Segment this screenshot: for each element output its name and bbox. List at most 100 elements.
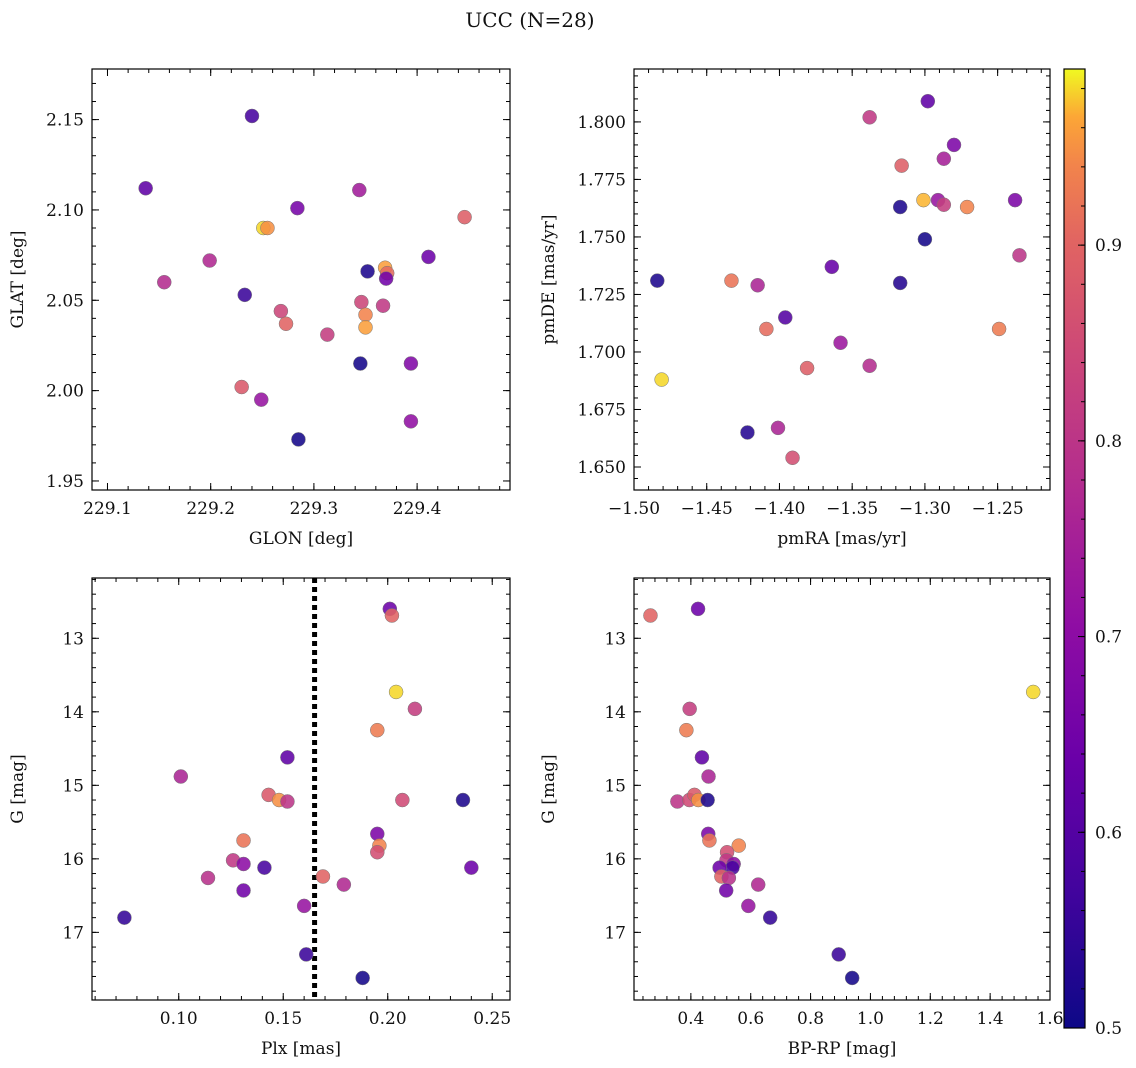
x-tick-label: 1.6 (1036, 1009, 1063, 1029)
scatter-point (353, 356, 368, 371)
scatter-point (679, 722, 694, 738)
colorbar: 0.5 0.6 0.7 0.8 0.9 (1063, 68, 1122, 1039)
scatter-point (759, 321, 774, 337)
scatter-point (358, 320, 373, 335)
scatter-point (936, 151, 952, 166)
scatter-point (236, 883, 251, 898)
y-tick-label: 2.00 (46, 382, 84, 402)
colorbar-tick-label: 0.9 (1095, 236, 1122, 256)
x-tick-label: 229.1 (83, 499, 132, 519)
colorbar-tick-label: 0.6 (1095, 823, 1122, 843)
y-tick-label: 1.750 (577, 228, 626, 248)
scatter-point (388, 684, 404, 700)
y-tick-label: 2.05 (46, 291, 84, 311)
x-tick-label: 0.15 (264, 1009, 302, 1029)
y-tick-label: 2.10 (46, 201, 84, 221)
y-tick-label: 1.700 (577, 343, 626, 363)
axes-frame (91, 68, 511, 491)
y-tick-label: 15 (62, 776, 84, 796)
scatter-point (296, 898, 312, 914)
scatter-point (824, 259, 840, 275)
x-tick-label: −1.35 (826, 499, 878, 519)
colorbar-frame (1063, 68, 1086, 1029)
scatter-point (694, 750, 710, 765)
scatter-point (355, 970, 370, 986)
scatter-point (298, 947, 314, 962)
scatter-point (721, 870, 737, 886)
colorbar-tick-label: 0.8 (1095, 432, 1122, 452)
scatter-point (916, 192, 931, 208)
scatter-point (457, 209, 472, 225)
x-axis-label: pmRA [mas/yr] (777, 529, 906, 549)
scatter-point (1007, 192, 1023, 208)
colorbar-tick-label: 0.7 (1095, 628, 1122, 648)
x-tick-label: −1.30 (899, 499, 951, 519)
scatter-point (290, 200, 305, 216)
colorbar-tick-label: 0.5 (1095, 1019, 1122, 1039)
scatter-point (395, 792, 410, 808)
scatter-point (403, 356, 419, 371)
scatter-point (464, 860, 479, 875)
y-tick-label: 2.15 (46, 111, 84, 131)
y-tick-label: 1.650 (577, 458, 626, 478)
y-tick-label: 15 (604, 776, 626, 796)
x-tick-label: 0.6 (737, 1009, 764, 1029)
axes-frame (91, 577, 511, 1001)
scatter-point (650, 273, 665, 288)
y-tick-label: 14 (604, 703, 626, 723)
scatter-point (138, 181, 153, 196)
x-tick-label: 0.20 (369, 1009, 407, 1029)
x-tick-label: 0.10 (160, 1009, 198, 1029)
scatter-point (959, 199, 975, 215)
scatter-point (946, 137, 962, 153)
scatter-point (700, 792, 715, 808)
scatter-point (278, 316, 294, 332)
x-tick-label: 229.3 (290, 499, 339, 519)
scatter-point (320, 327, 335, 342)
scatter-point (117, 910, 132, 925)
axes-frame (633, 68, 1051, 491)
scatter-point (291, 432, 306, 447)
scatter-point (384, 608, 400, 623)
x-tick-label: −1.40 (753, 499, 805, 519)
scatter-point (1012, 248, 1027, 263)
scatter-point (718, 883, 734, 898)
scatter-point (257, 860, 272, 875)
scatter-point (991, 321, 1007, 337)
scatter-point (352, 182, 367, 198)
scatter-point (236, 856, 251, 872)
scatter-point (936, 197, 952, 212)
y-axis-label: pmDE [mas/yr] (539, 214, 559, 344)
scatter-point (917, 231, 933, 247)
x-tick-label: 1.4 (977, 1009, 1004, 1029)
x-tick-label: 229.4 (393, 499, 442, 519)
x-axis-label: GLON [deg] (249, 529, 353, 549)
x-tick-label: 0.4 (677, 1009, 704, 1029)
scatter-point (862, 358, 877, 374)
scatter-point (1025, 684, 1041, 700)
x-tick-label: −1.50 (608, 499, 660, 519)
scatter-point (280, 794, 295, 809)
scatter-point (254, 392, 269, 407)
scatter-point (236, 833, 251, 848)
y-axis-label: G [mag] (8, 754, 28, 823)
scatter-point (280, 750, 295, 765)
panel-pmra-pmde: −1.50 −1.45 −1.40 −1.35 −1.30 −1.25 1.650 1.675… (539, 68, 1051, 549)
scatter-point (403, 414, 419, 429)
x-tick-label: 1.2 (917, 1009, 944, 1029)
scatter-point (750, 877, 766, 892)
y-axis-label: GLAT [deg] (8, 230, 28, 328)
scatter-point (778, 310, 793, 325)
scatter-point (892, 275, 908, 291)
scatter-point (370, 844, 385, 860)
scatter-point (844, 970, 860, 986)
scatter-point (724, 273, 739, 288)
scatter-point (378, 271, 394, 286)
colorbar-gradient (1064, 69, 1085, 1028)
scatter-point (770, 420, 786, 436)
scatter-point (244, 108, 260, 124)
y-axis-label: G [mag] (539, 754, 559, 823)
figure-title: UCC (N=28) (465, 8, 594, 32)
scatter-point (741, 898, 756, 914)
